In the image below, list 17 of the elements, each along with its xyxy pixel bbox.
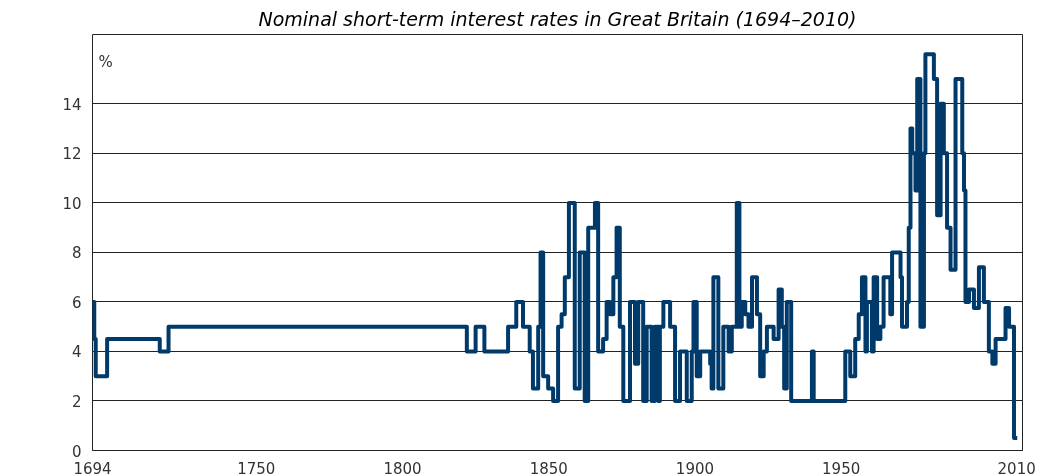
x-tick-label: 1800 xyxy=(383,459,422,476)
y-tick-label: 12 xyxy=(62,145,82,164)
x-tick-label: 1694 xyxy=(73,459,112,476)
x-tick-label: 2010 xyxy=(997,459,1036,476)
y-tick-label: 6 xyxy=(71,293,82,312)
y-tick-label: 0 xyxy=(71,442,82,461)
y-tick-label: 8 xyxy=(71,244,82,263)
x-tick-label: 1900 xyxy=(675,459,715,476)
y-tick-label: 14 xyxy=(62,95,82,114)
y-tick-label: 10 xyxy=(62,194,82,213)
y-tick-label: 2 xyxy=(71,392,82,411)
x-tick-label: 1950 xyxy=(822,459,861,476)
x-tick-label: 1850 xyxy=(529,459,568,476)
chart-title: Nominal short-term interest rates in Great Britain (1694–2010) xyxy=(258,7,857,30)
x-tick-label: 1750 xyxy=(237,459,276,476)
y-tick-label: 4 xyxy=(71,343,82,362)
y-axis-title: % xyxy=(98,52,113,71)
